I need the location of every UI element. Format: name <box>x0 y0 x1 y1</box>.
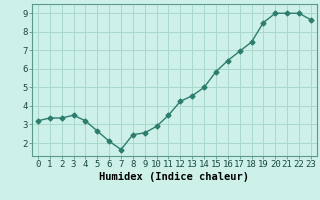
X-axis label: Humidex (Indice chaleur): Humidex (Indice chaleur) <box>100 172 249 182</box>
